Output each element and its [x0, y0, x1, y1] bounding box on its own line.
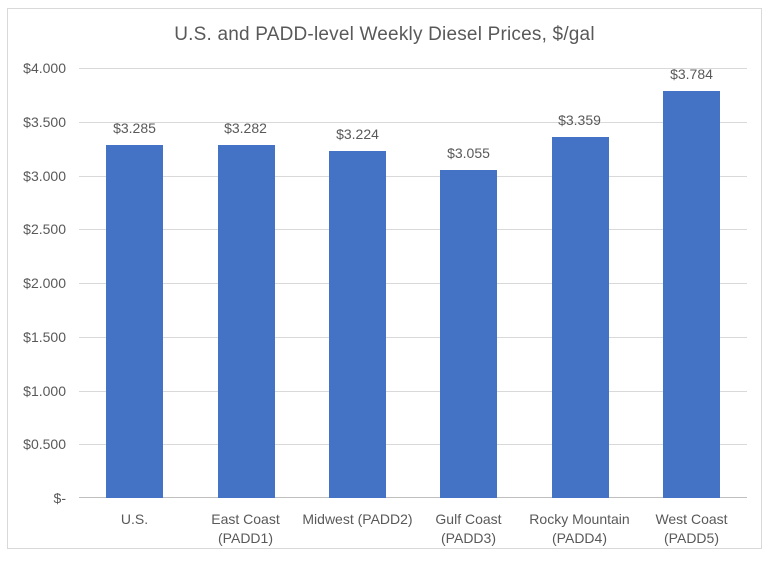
- y-tick-label: $3.500: [23, 114, 66, 130]
- gridline: [79, 444, 747, 445]
- x-category-label: West Coast (PADD5): [655, 511, 728, 546]
- bar-value-label: $3.359: [558, 112, 601, 128]
- bar: [106, 145, 163, 498]
- gridline: [79, 229, 747, 230]
- plot-area: $4.000 $3.500 $3.000 $2.500 $2.000 $1.500 $1.0…: [23, 60, 747, 546]
- bar-value-label: $3.285: [113, 120, 156, 136]
- y-tick-label: $2.000: [23, 275, 66, 291]
- bar: [552, 137, 609, 498]
- gridline: [79, 176, 747, 177]
- y-tick-label: $-: [53, 490, 66, 506]
- x-category-label: Gulf Coast (PADD3): [435, 511, 502, 546]
- x-axis-line: [79, 497, 747, 498]
- x-category-label: East Coast (PADD1): [211, 511, 280, 546]
- bar-value-label: $3.055: [447, 145, 490, 161]
- chart-frame: U.S. and PADD-level Weekly Diesel Prices…: [7, 8, 762, 549]
- bar: [663, 91, 720, 498]
- gridline: [79, 337, 747, 338]
- bar-value-label: $3.224: [336, 126, 379, 142]
- bar: [329, 151, 386, 498]
- y-tick-label: $3.000: [23, 168, 66, 184]
- x-category-label: U.S.: [120, 511, 149, 527]
- x-category-label: Midwest (PADD2): [302, 511, 413, 527]
- bar-value-label: $3.282: [224, 120, 267, 136]
- y-tick-label: $4.000: [23, 60, 66, 76]
- gridline: [79, 68, 747, 69]
- bar-value-label: $3.784: [670, 66, 713, 82]
- y-tick-label: $2.500: [23, 221, 66, 237]
- chart-title: U.S. and PADD-level Weekly Diesel Prices…: [174, 24, 595, 45]
- y-tick-label: $0.500: [23, 436, 66, 452]
- gridline: [79, 391, 747, 392]
- gridline: [79, 122, 747, 123]
- y-tick-label: $1.500: [23, 329, 66, 345]
- bar: [218, 145, 275, 498]
- bar: [440, 170, 497, 498]
- y-tick-label: $1.000: [23, 383, 66, 399]
- gridline: [79, 283, 747, 284]
- x-category-label: Rocky Mountain (PADD4): [529, 511, 630, 546]
